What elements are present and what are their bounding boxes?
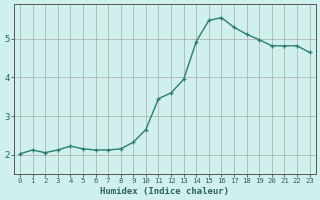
X-axis label: Humidex (Indice chaleur): Humidex (Indice chaleur) [100, 187, 229, 196]
